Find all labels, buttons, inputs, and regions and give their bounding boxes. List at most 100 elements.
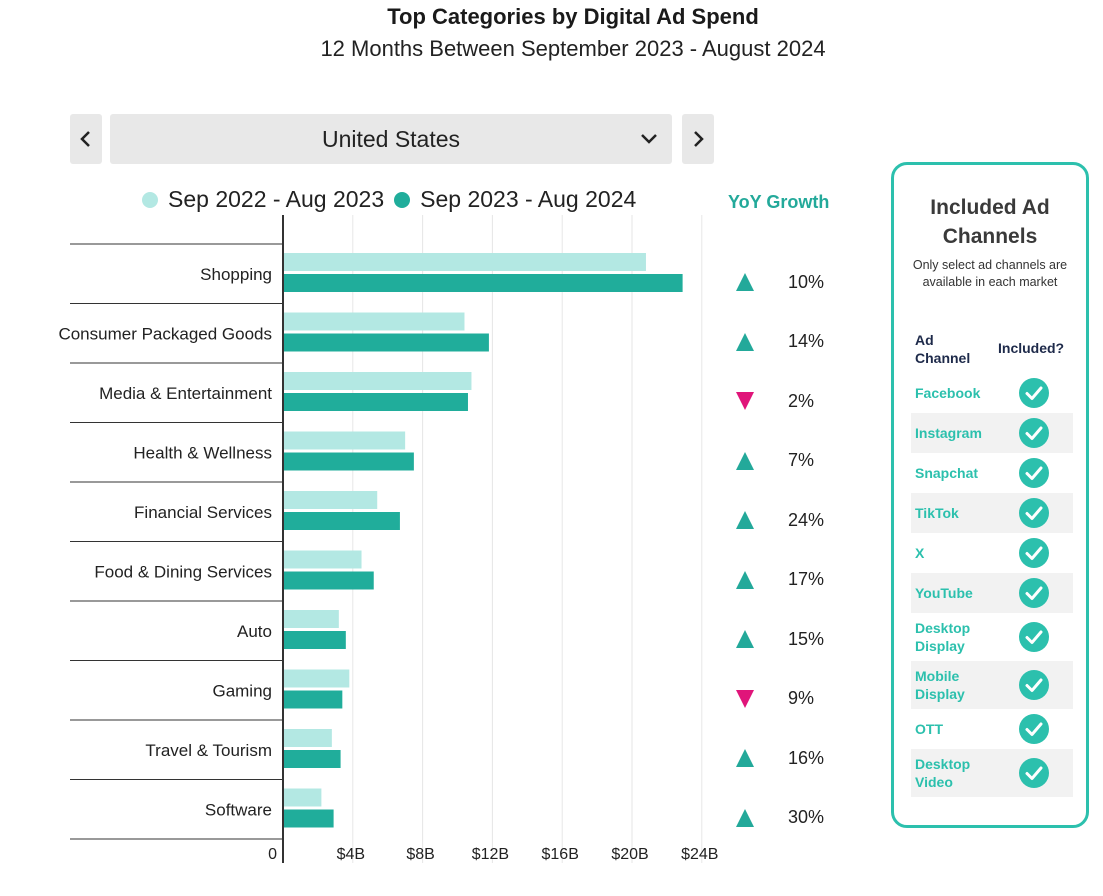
chart-subtitle: 12 Months Between September 2023 - Augus… bbox=[320, 36, 826, 61]
next-country-button[interactable] bbox=[682, 114, 714, 164]
yoy-row-7: 9% bbox=[736, 687, 814, 711]
column-header-included: Included? bbox=[998, 340, 1065, 356]
triangle-down-icon bbox=[736, 392, 754, 410]
channel-name-line1: Desktop bbox=[915, 620, 971, 636]
channel-row-4: X bbox=[911, 533, 1073, 573]
yoy-row-5: 17% bbox=[736, 568, 824, 592]
triangle-up-icon bbox=[736, 451, 754, 470]
bar-current-1 bbox=[283, 333, 489, 352]
panel-note-line1: Only select ad channels are bbox=[912, 258, 1068, 272]
channel-name-line1: Snapchat bbox=[915, 465, 979, 481]
column-header-channel-line1: Ad bbox=[915, 332, 934, 348]
yoy-value-8: 16% bbox=[788, 747, 825, 768]
bar-prior-5 bbox=[283, 550, 362, 569]
channel-name: Facebook bbox=[915, 384, 980, 402]
country-dropdown[interactable]: United States bbox=[110, 114, 672, 164]
category-label-4: Financial Services bbox=[134, 503, 272, 522]
yoy-value-7: 9% bbox=[788, 688, 815, 708]
channel-name-line2: Video bbox=[915, 774, 953, 790]
column-header-channel: Ad Channel bbox=[915, 331, 970, 367]
yoy-row-9: 30% bbox=[736, 806, 824, 830]
panel-title-line1: Included Ad bbox=[930, 196, 1050, 219]
channel-name: TikTok bbox=[915, 504, 959, 522]
yoy-row-2: 2% bbox=[736, 389, 814, 413]
check-circle-icon bbox=[1019, 458, 1049, 488]
channel-name: Snapchat bbox=[915, 464, 978, 482]
x-tick-label-0: 0 bbox=[268, 846, 277, 863]
x-tick-label-2: $8B bbox=[406, 846, 434, 863]
channel-row-5: YouTube bbox=[911, 573, 1073, 613]
triangle-down-icon bbox=[736, 689, 754, 708]
check-circle-icon bbox=[1019, 418, 1049, 448]
channel-row-9: Desktop Video bbox=[911, 749, 1073, 797]
legend-item-current[interactable]: Sep 2023 - Aug 2024 bbox=[394, 186, 636, 213]
legend-label-current: Sep 2023 - Aug 2024 bbox=[420, 186, 637, 212]
legend-swatch-prior bbox=[142, 191, 158, 208]
triangle-up-icon bbox=[736, 570, 754, 589]
prev-country-button[interactable] bbox=[70, 114, 102, 164]
channel-name-line1: TikTok bbox=[915, 505, 959, 521]
yoy-value-6: 15% bbox=[788, 628, 825, 649]
channel-row-8: OTT bbox=[911, 709, 1073, 749]
check-circle-icon bbox=[1019, 622, 1049, 652]
channel-name: Desktop Video bbox=[915, 755, 970, 791]
category-label-0: Shopping bbox=[200, 265, 272, 284]
channel-row-7: Mobile Display bbox=[911, 661, 1073, 709]
bar-prior-6 bbox=[283, 610, 339, 628]
legend-swatch-current bbox=[394, 191, 411, 208]
yoy-row-6: 15% bbox=[736, 627, 824, 651]
yoy-value-1: 14% bbox=[788, 331, 825, 351]
category-label-7: Gaming bbox=[212, 682, 272, 701]
panel-title: Included Ad Channels bbox=[894, 193, 1086, 251]
category-label-2: Media & Entertainment bbox=[99, 384, 272, 403]
country-dropdown-value: United States bbox=[321, 126, 461, 152]
channel-name-line1: YouTube bbox=[915, 585, 973, 601]
legend-item-prior[interactable]: Sep 2022 - Aug 2023 bbox=[142, 186, 384, 213]
channel-name-line2: Display bbox=[915, 686, 965, 702]
bar-chart: Shopping Consumer Packaged Goods Media & E… bbox=[58, 215, 718, 863]
yoy-row-3: 7% bbox=[736, 449, 814, 473]
triangle-up-icon bbox=[736, 332, 754, 351]
category-label-9: Software bbox=[205, 801, 272, 820]
bar-current-6 bbox=[283, 631, 346, 649]
bar-prior-0 bbox=[283, 253, 646, 271]
chevron-down-icon bbox=[641, 134, 657, 144]
triangle-up-icon bbox=[736, 511, 754, 529]
yoy-value-2: 2% bbox=[788, 390, 815, 411]
bar-prior-1 bbox=[283, 312, 465, 331]
bar-current-2 bbox=[283, 393, 468, 411]
triangle-up-icon bbox=[736, 808, 754, 827]
channel-name: Instagram bbox=[915, 424, 982, 442]
channel-row-3: TikTok bbox=[911, 493, 1073, 533]
channel-row-0: Facebook bbox=[911, 373, 1073, 413]
check-circle-icon bbox=[1019, 670, 1049, 700]
category-label-3: Health & Wellness bbox=[133, 444, 272, 463]
bar-prior-2 bbox=[283, 372, 472, 390]
yoy-value-5: 17% bbox=[788, 569, 825, 589]
bar-current-0 bbox=[283, 274, 683, 292]
yoy-value-9: 30% bbox=[788, 807, 825, 827]
bar-current-4 bbox=[283, 512, 400, 530]
channel-row-2: Snapchat bbox=[911, 453, 1073, 493]
bar-current-8 bbox=[283, 750, 341, 768]
channel-row-1: Instagram bbox=[911, 413, 1073, 453]
yoy-growth-header: YoY Growth bbox=[728, 192, 830, 212]
yoy-row-4: 24% bbox=[736, 508, 824, 532]
chart-title: Top Categories by Digital Ad Spend bbox=[387, 4, 759, 29]
check-circle-icon bbox=[1019, 378, 1049, 408]
yoy-row-0: 10% bbox=[736, 270, 824, 294]
channel-name: Mobile Display bbox=[915, 667, 965, 703]
bar-prior-9 bbox=[283, 788, 322, 807]
triangle-up-icon bbox=[736, 273, 754, 291]
check-circle-icon bbox=[1019, 498, 1049, 528]
channel-name-line1: X bbox=[915, 545, 925, 561]
bar-current-3 bbox=[283, 452, 414, 471]
yoy-value-0: 10% bbox=[788, 271, 825, 292]
panel-note-line2: available in each market bbox=[922, 275, 1058, 289]
category-label-5: Food & Dining Services bbox=[94, 563, 272, 582]
bar-current-5 bbox=[283, 571, 374, 590]
chevron-right-icon bbox=[694, 131, 704, 147]
triangle-up-icon bbox=[736, 749, 754, 767]
bar-current-7 bbox=[283, 690, 343, 709]
triangle-up-icon bbox=[736, 630, 754, 648]
